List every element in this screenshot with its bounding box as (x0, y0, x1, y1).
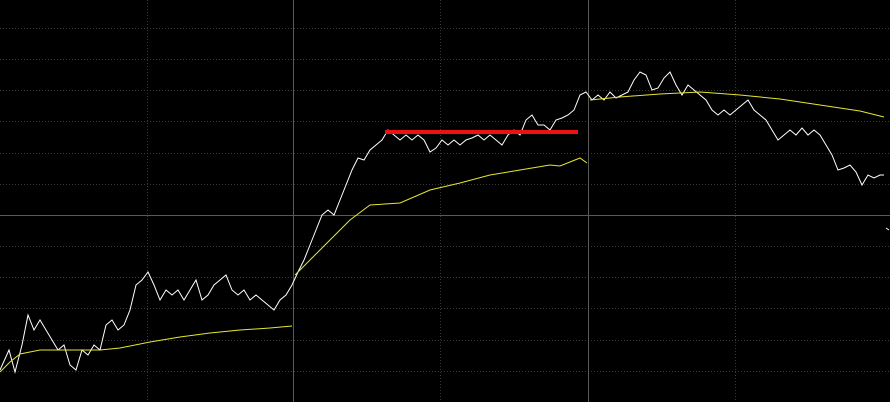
series-line (0, 71, 890, 374)
series-line (0, 91, 885, 373)
